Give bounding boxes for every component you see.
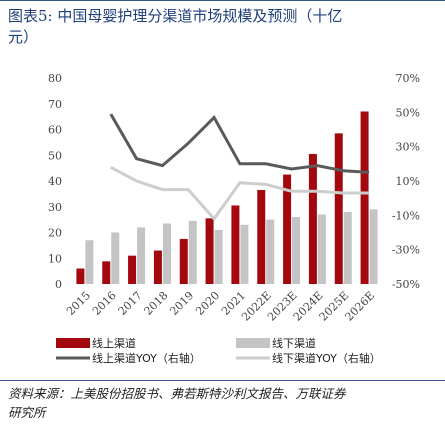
x-label-2017: 2017 — [116, 289, 145, 318]
x-label-2019: 2019 — [167, 289, 196, 318]
line-offline-yoy — [110, 165, 370, 222]
bar-online-2026E — [360, 111, 369, 284]
right-tick-50%: 50% — [396, 106, 420, 119]
right-axis-ticks: -50% -30% -10% 10% 30% 50% 70% — [392, 72, 420, 291]
right-tick--10%: -10% — [392, 209, 420, 222]
bar-online-2021 — [231, 205, 240, 284]
bar-online-2023E — [283, 174, 292, 284]
left-tick-60: 60 — [48, 124, 62, 137]
left-tick-10: 10 — [48, 252, 62, 265]
bar-offline-2025E — [343, 211, 352, 284]
line-layer — [109, 113, 370, 222]
category-axis-labels: 20152016201720182019202020212022E2023E20… — [64, 289, 377, 324]
source-rule — [0, 380, 445, 381]
left-tick-40: 40 — [48, 175, 62, 188]
left-tick-80: 80 — [48, 72, 62, 85]
x-label-2016: 2016 — [90, 289, 119, 318]
right-tick-10%: 10% — [396, 175, 420, 188]
title-line-2: 元） — [8, 28, 39, 46]
title-prefix: 图表5: — [8, 7, 53, 25]
legend-label-3: 线下渠道YOY（右轴） — [272, 351, 381, 365]
top-rule — [0, 0, 445, 1]
title-text-1: 中国母婴护理分渠道市场规模及预测（十亿 — [57, 7, 343, 25]
bar-online-2016 — [102, 261, 111, 284]
bar-online-2022E — [257, 190, 266, 284]
source-line-1: 资料来源：上美股份招股书、弗若斯特沙利文报告、万联证券 — [8, 386, 346, 401]
left-axis-ticks: 0 10 20 30 40 50 60 70 80 — [48, 72, 62, 291]
bar-online-2017 — [128, 255, 137, 284]
bar-offline-2019 — [188, 220, 197, 284]
right-tick-70%: 70% — [396, 72, 420, 85]
left-tick-0: 0 — [55, 278, 62, 291]
x-label-2020: 2020 — [193, 289, 222, 318]
chart-title: 图表5: 中国母婴护理分渠道市场规模及预测（十亿 元） — [8, 6, 440, 48]
right-tick-30%: 30% — [396, 141, 420, 154]
bar-offline-2016 — [111, 232, 120, 284]
x-label-2015: 2015 — [64, 289, 93, 318]
legend-label-0: 线上渠道 — [92, 336, 136, 350]
bar-offline-2020 — [214, 229, 223, 284]
left-tick-70: 70 — [48, 98, 62, 111]
source-line-2: 研究所 — [8, 405, 46, 420]
bar-offline-2023E — [292, 217, 301, 284]
bar-online-2015 — [76, 268, 85, 284]
right-tick--50%: -50% — [392, 278, 420, 291]
bar-layer — [76, 111, 378, 284]
channel-market-chart: 0 10 20 30 40 50 60 70 80 -50% -30% -10% 10% 30% 50% 7… — [48, 72, 420, 365]
left-tick-50: 50 — [48, 149, 62, 162]
left-tick-30: 30 — [48, 201, 62, 214]
x-label-2026E: 2026E — [343, 289, 378, 324]
bar-offline-2018 — [162, 223, 171, 284]
x-label-2018: 2018 — [142, 289, 171, 318]
bar-offline-2015 — [85, 240, 94, 284]
bar-online-2020 — [205, 218, 214, 284]
legend-label-2: 线上渠道YOY（右轴） — [92, 351, 201, 365]
bar-offline-2017 — [137, 227, 146, 284]
bar-offline-2024E — [317, 214, 326, 284]
bar-offline-2021 — [240, 224, 249, 284]
legend-label-1: 线下渠道 — [272, 336, 316, 350]
title-line-1: 图表5: 中国母婴护理分渠道市场规模及预测（十亿 — [8, 6, 440, 27]
bar-online-2018 — [153, 250, 162, 284]
left-tick-20: 20 — [48, 227, 62, 240]
bar-online-2024E — [308, 153, 317, 284]
line-online-yoy — [109, 113, 370, 174]
bar-online-2019 — [179, 238, 188, 284]
legend-swatch-1 — [236, 338, 270, 348]
source-note: 资料来源：上美股份招股书、弗若斯特沙利文报告、万联证券 研究所 — [8, 384, 440, 422]
bar-offline-2026E — [369, 209, 378, 284]
legend-swatch-0 — [56, 338, 90, 348]
right-tick--30%: -30% — [392, 244, 420, 257]
bar-offline-2022E — [266, 219, 275, 284]
bar-online-2025E — [334, 133, 343, 284]
